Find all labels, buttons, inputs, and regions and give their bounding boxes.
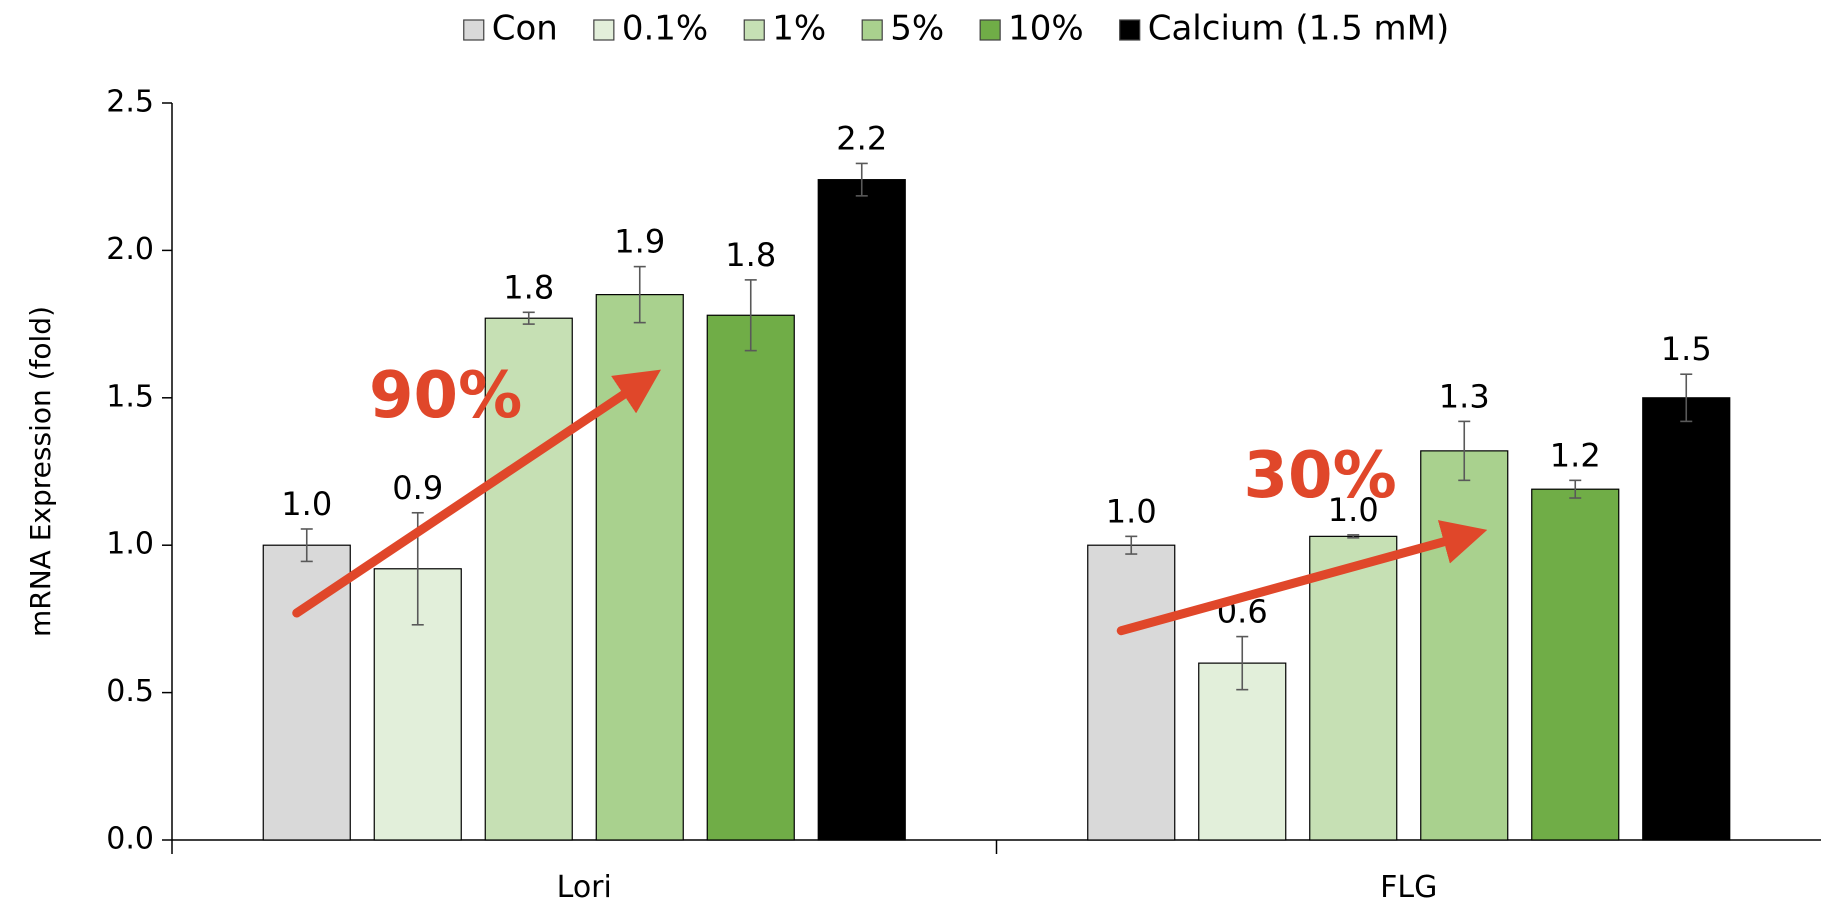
- bar-flg-calcium-1-5-mm: [1642, 397, 1731, 841]
- annotation-text-lori: 90%: [369, 359, 522, 433]
- bar-lori-1: [484, 317, 573, 841]
- error-bar-lori-con: [300, 528, 313, 563]
- data-label-lori-calcium-1-5-mm: 2.2: [836, 119, 887, 157]
- bar-flg-0-1: [1198, 662, 1287, 841]
- axes: 0.0 0.5 1.0 1.5 2.0 2.5 Lori FLG mRNA Expression…: [24, 85, 1821, 905]
- legend-item-10: 10%: [979, 9, 1084, 49]
- bar-lori-calcium-1-5-mm: [817, 179, 906, 841]
- annotations: 90% 30%: [292, 359, 1488, 636]
- y-axis-title: mRNA Expression (fold): [24, 306, 57, 637]
- error-bar-flg-calcium-1-5-mm: [1680, 373, 1693, 423]
- error-bar-lori-5: [633, 265, 646, 324]
- legend-item-5: 5%: [861, 9, 944, 49]
- annotation-arrow-flg: [1116, 520, 1488, 636]
- data-label-flg-1: 1.0: [1328, 491, 1379, 529]
- y-tick-label: 0.0: [106, 822, 154, 857]
- legend-label-10: 10%: [1008, 9, 1084, 49]
- data-label-lori-5: 1.9: [614, 223, 665, 261]
- data-label-flg-5: 1.3: [1439, 377, 1490, 415]
- data-label-lori-con: 1.0: [281, 485, 332, 523]
- legend-item-0-1: 0.1%: [593, 9, 708, 49]
- bars: [262, 179, 1731, 841]
- error-bar-lori-10: [744, 279, 757, 352]
- bar-flg-10: [1531, 488, 1620, 841]
- legend-item-con: Con: [463, 9, 558, 49]
- category-label-lori: Lori: [557, 870, 612, 905]
- error-bar-flg-0-1: [1236, 635, 1249, 691]
- bar-flg-1: [1309, 535, 1398, 841]
- error-bar-flg-10: [1569, 479, 1582, 499]
- legend-swatch-10: [979, 19, 1001, 41]
- bar-lori-5: [595, 294, 684, 841]
- bar-flg-con: [1087, 544, 1176, 841]
- annotation-arrow-lori: [292, 369, 661, 618]
- legend-label-con: Con: [492, 9, 558, 49]
- legend-swatch-0-1: [593, 19, 615, 41]
- data-label-flg-calcium-1-5-mm: 1.5: [1661, 330, 1712, 368]
- bar-lori-10: [706, 314, 795, 841]
- y-tick-label: 2.5: [106, 85, 154, 120]
- y-tick-label: 2.0: [106, 232, 154, 267]
- annotation-text-flg: 30%: [1244, 439, 1397, 513]
- bar-lori-con: [262, 544, 351, 841]
- error-bar-flg-1: [1347, 534, 1360, 539]
- legend-swatch-calcium-1-5-mm: [1119, 19, 1141, 41]
- legend-item-calcium-1-5-mm: Calcium (1.5 mM): [1119, 9, 1450, 49]
- y-tick-label: 1.0: [106, 527, 154, 562]
- legend: Con 0.1% 1% 5% 10% Calcium (1.5 mM): [463, 9, 1450, 49]
- error-bar-flg-con: [1125, 535, 1138, 555]
- bar-flg-5: [1420, 450, 1509, 841]
- legend-swatch-con: [463, 19, 485, 41]
- data-label-flg-10: 1.2: [1550, 436, 1601, 474]
- legend-label-calcium-1-5-mm: Calcium (1.5 mM): [1148, 9, 1450, 49]
- data-label-lori-10: 1.8: [725, 236, 776, 274]
- error-bar-flg-5: [1458, 420, 1471, 482]
- legend-swatch-1: [743, 19, 765, 41]
- y-tick-label: 0.5: [106, 674, 154, 709]
- legend-label-1: 1%: [772, 9, 826, 49]
- legend-swatch-5: [861, 19, 883, 41]
- error-bar-lori-1: [522, 311, 535, 325]
- category-label-flg: FLG: [1380, 870, 1437, 905]
- legend-label-5: 5%: [890, 9, 944, 49]
- legend-item-1: 1%: [743, 9, 826, 49]
- data-label-lori-0-1: 0.9: [392, 469, 443, 507]
- y-tick-label: 1.5: [106, 379, 154, 414]
- data-label-flg-con: 1.0: [1106, 492, 1157, 530]
- data-label-lori-1: 1.8: [503, 268, 554, 306]
- error-bar-lori-calcium-1-5-mm: [855, 162, 868, 197]
- data-labels: 1.0 1.00.90.61.81.01.91.31.81.22.21.5: [281, 119, 1711, 630]
- legend-label-0-1: 0.1%: [622, 9, 708, 49]
